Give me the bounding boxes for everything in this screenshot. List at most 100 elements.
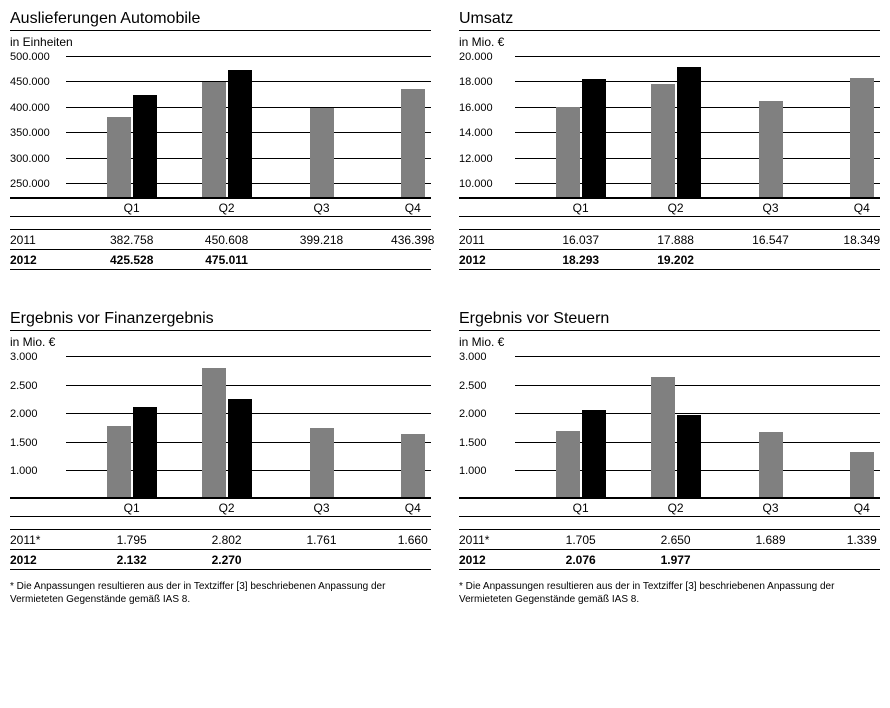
bar-2012 bbox=[582, 79, 606, 197]
bar-2011 bbox=[651, 377, 675, 497]
category-row: Q1Q2Q3Q4 bbox=[10, 497, 431, 517]
data-value: 450.608 bbox=[205, 233, 248, 247]
y-tick-label: 450.000 bbox=[10, 76, 50, 88]
y-tick-label: 400.000 bbox=[10, 102, 50, 114]
category-label: Q4 bbox=[854, 201, 870, 215]
chart-area: 10.00012.00014.00016.00018.00020.000 bbox=[459, 57, 880, 197]
data-row: 2011*1.7952.8021.7611.660 bbox=[10, 530, 431, 550]
bar-group bbox=[759, 101, 783, 197]
category-row: Q1Q2Q3Q4 bbox=[10, 197, 431, 217]
panel-subtitle: in Mio. € bbox=[459, 331, 880, 357]
data-row: 2012 18.293 19.202 bbox=[459, 250, 880, 270]
panel-subtitle: in Einheiten bbox=[10, 31, 431, 57]
panel-title: Umsatz bbox=[459, 10, 880, 31]
plot-area bbox=[66, 57, 431, 197]
y-tick-label: 250.000 bbox=[10, 178, 50, 190]
y-tick-label: 2.500 bbox=[459, 380, 487, 392]
data-value: 1.761 bbox=[306, 533, 336, 547]
chart-area: 1.0001.5002.0002.5003.000 bbox=[459, 357, 880, 497]
year-label: 2012 bbox=[459, 553, 515, 567]
footnote: * Die Anpassungen resultieren aus der in… bbox=[459, 580, 880, 606]
bar-2011 bbox=[850, 452, 874, 497]
data-table: 2011 16.037 17.888 16.547 18.349 2012 18.293 19… bbox=[459, 229, 880, 270]
data-value: 1.339 bbox=[847, 533, 877, 547]
bar-2011 bbox=[556, 107, 580, 197]
data-value: 19.202 bbox=[657, 253, 694, 267]
category-label: Q2 bbox=[219, 201, 235, 215]
data-value: 1.705 bbox=[566, 533, 596, 547]
bar-group bbox=[850, 78, 874, 197]
data-row: 2011*1.7052.6501.6891.339 bbox=[459, 530, 880, 550]
category-label: Q3 bbox=[313, 201, 329, 215]
y-tick-label: 18.000 bbox=[459, 76, 493, 88]
panel-title: Ergebnis vor Steuern bbox=[459, 310, 880, 331]
bar-group bbox=[759, 432, 783, 497]
category-label: Q1 bbox=[573, 201, 589, 215]
bar-2011 bbox=[850, 78, 874, 197]
data-value: 2.650 bbox=[661, 533, 691, 547]
data-table: 2011*1.7952.8021.7611.66020122.1322.270 bbox=[10, 529, 431, 570]
y-tick-label: 16.000 bbox=[459, 102, 493, 114]
chart-grid: Auslieferungen Automobilein Einheiten 250… bbox=[10, 10, 880, 606]
category-label: Q2 bbox=[668, 501, 684, 515]
bar-group bbox=[202, 368, 252, 497]
panel-deliveries: Auslieferungen Automobilein Einheiten 250… bbox=[10, 10, 431, 270]
bar-group bbox=[401, 89, 425, 197]
y-tick-label: 1.500 bbox=[459, 437, 487, 449]
category-label: Q1 bbox=[124, 201, 140, 215]
panel-title: Ergebnis vor Finanzergebnis bbox=[10, 310, 431, 331]
panel-ebt: Ergebnis vor Steuernin Mio. € 1.000 1.500 2… bbox=[459, 310, 880, 606]
year-label: 2012 bbox=[459, 253, 515, 267]
bar-2012 bbox=[228, 70, 252, 197]
year-label: 2011* bbox=[459, 533, 515, 547]
data-value: 1.795 bbox=[117, 533, 147, 547]
year-label: 2012 bbox=[10, 553, 66, 567]
year-label: 2011* bbox=[10, 533, 66, 547]
category-label: Q3 bbox=[762, 501, 778, 515]
bar-2011 bbox=[759, 101, 783, 197]
y-tick-label: 300.000 bbox=[10, 153, 50, 165]
chart-area: 250.000300.000350.000400.000450.000500.0… bbox=[10, 57, 431, 197]
bar-group bbox=[651, 377, 701, 497]
y-tick-label: 14.000 bbox=[459, 127, 493, 139]
category-row: Q1Q2Q3Q4 bbox=[459, 497, 880, 517]
y-tick-label: 2.000 bbox=[459, 408, 487, 420]
bar-group bbox=[202, 70, 252, 197]
y-tick-label: 12.000 bbox=[459, 153, 493, 165]
panel-title: Auslieferungen Automobile bbox=[10, 10, 431, 31]
bar-2012 bbox=[133, 407, 157, 497]
year-label: 2011 bbox=[459, 233, 515, 247]
data-value: 2.270 bbox=[212, 553, 242, 567]
panel-ebit: Ergebnis vor Finanzergebnisin Mio. €1.00… bbox=[10, 310, 431, 606]
data-value: 382.758 bbox=[110, 233, 153, 247]
category-label: Q3 bbox=[313, 501, 329, 515]
bar-2012 bbox=[582, 410, 606, 497]
data-value: 17.888 bbox=[657, 233, 694, 247]
data-value: 18.293 bbox=[562, 253, 599, 267]
data-value: 2.076 bbox=[566, 553, 596, 567]
plot-area bbox=[66, 357, 431, 497]
y-tick-label: 1.500 bbox=[10, 437, 38, 449]
bar-2012 bbox=[133, 95, 157, 197]
y-tick-label: 1.000 bbox=[459, 465, 487, 477]
bar-2011 bbox=[651, 84, 675, 197]
bar-group bbox=[107, 407, 157, 497]
data-value: 1.977 bbox=[661, 553, 691, 567]
data-value: 2.802 bbox=[212, 533, 242, 547]
data-row: 2012425.528475.011 bbox=[10, 250, 431, 270]
y-tick-label: 350.000 bbox=[10, 127, 50, 139]
data-table: 2011382.758450.608399.218436.3982012425.… bbox=[10, 229, 431, 270]
data-value: 18.349 bbox=[843, 233, 880, 247]
bar-2011 bbox=[556, 431, 580, 497]
bar-2011 bbox=[310, 428, 334, 497]
category-label: Q4 bbox=[854, 501, 870, 515]
data-value: 16.547 bbox=[752, 233, 789, 247]
bar-2011 bbox=[401, 89, 425, 197]
bar-group bbox=[850, 452, 874, 497]
y-tick-label: 1.000 bbox=[10, 465, 38, 477]
bar-2011 bbox=[107, 117, 131, 197]
data-value: 16.037 bbox=[562, 233, 599, 247]
data-value: 436.398 bbox=[391, 233, 434, 247]
bar-2012 bbox=[677, 415, 701, 497]
data-row: 20122.1322.270 bbox=[10, 550, 431, 570]
